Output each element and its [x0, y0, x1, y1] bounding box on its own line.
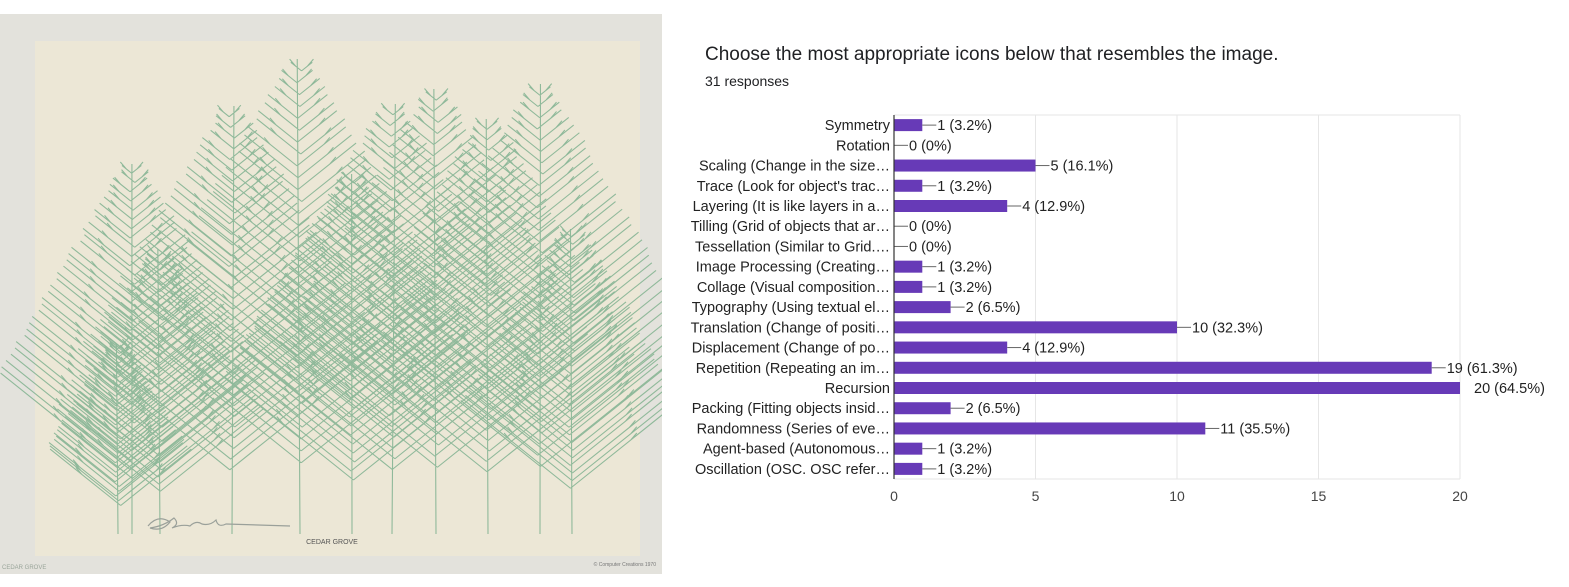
category-label: Layering (It is like layers in a…	[693, 199, 890, 215]
bar	[894, 462, 923, 475]
x-tick-label: 20	[1452, 488, 1468, 504]
data-label: 2 (6.5%)	[966, 401, 1021, 417]
data-label: 1 (3.2%)	[937, 179, 992, 195]
category-label: Collage (Visual composition…	[697, 280, 890, 296]
fern-foliage-illustration	[0, 58, 662, 535]
data-label: 11 (35.5%)	[1220, 421, 1290, 437]
bar	[894, 200, 1008, 212]
bar	[894, 442, 923, 455]
horizontal-bar-chart: 0 5 10 15 20 Symmetry 1 (3.2%) Rotation 0 (0%) Sc…	[691, 114, 1545, 504]
artwork-caption: CEDAR GROVE	[306, 539, 358, 546]
fern-stem	[48, 337, 192, 535]
data-label: 1 (3.2%)	[937, 118, 992, 134]
bar	[894, 260, 923, 273]
category-label: Symmetry	[825, 118, 891, 134]
category-label: Randomness (Series of eve…	[697, 421, 890, 437]
bar	[894, 179, 923, 192]
bar	[894, 321, 1177, 334]
category-label: Translation (Change of positi…	[691, 320, 890, 336]
chart-panel: Choose the most appropriate icons below …	[662, 0, 1569, 587]
category-label: Scaling (Change in the size…	[699, 159, 890, 175]
data-label: 2 (6.5%)	[966, 300, 1021, 316]
fern-stem	[339, 117, 635, 535]
data-label: 4 (12.9%)	[1022, 199, 1085, 215]
category-label: Typography (Using textual el…	[692, 300, 890, 316]
bar	[894, 341, 1008, 354]
category-label: Image Processing (Creating…	[696, 260, 890, 276]
artist-signature	[147, 517, 291, 530]
bar	[894, 301, 951, 314]
bar	[894, 422, 1206, 435]
category-label: Repetition (Repeating an im…	[696, 361, 890, 377]
category-label: Packing (Fitting objects insid…	[692, 401, 890, 417]
x-tick-label: 15	[1311, 488, 1327, 504]
category-label: Rotation	[836, 138, 890, 154]
artwork-copyright: © Computer Creations 1970	[594, 561, 657, 568]
x-tick-label: 0	[890, 488, 898, 504]
category-label: Tessellation (Similar to Grid.…	[695, 239, 890, 255]
bar	[894, 280, 923, 293]
response-count: 31 responses	[705, 73, 790, 89]
artwork-side-label: CEDAR GROVE	[2, 565, 46, 571]
fern-stem	[239, 102, 545, 535]
data-label: 4 (12.9%)	[1022, 341, 1085, 357]
category-label: Displacement (Change of po…	[692, 341, 890, 357]
category-label: Trace (Look for object's trac…	[697, 179, 890, 195]
data-label: 20 (64.5%)	[1474, 381, 1545, 397]
data-label: 0 (0%)	[909, 219, 952, 235]
bar	[894, 361, 1432, 374]
data-label: 1 (3.2%)	[937, 442, 992, 458]
data-label: 1 (3.2%)	[937, 260, 992, 276]
bar	[894, 382, 1460, 394]
bar	[894, 119, 923, 132]
category-label: Oscillation (OSC. OSC refer…	[695, 462, 890, 478]
x-tick-label: 5	[1032, 488, 1040, 504]
data-label: 1 (3.2%)	[937, 462, 992, 478]
fern-stem	[460, 225, 662, 535]
question-title: Choose the most appropriate icons below …	[705, 44, 1279, 65]
data-label: 0 (0%)	[909, 239, 952, 255]
category-label: Agent-based (Autonomous…	[703, 442, 890, 458]
data-label: 10 (32.3%)	[1192, 320, 1263, 336]
x-tick-label: 10	[1169, 488, 1185, 504]
bar	[894, 159, 1036, 172]
cedar-grove-artwork: CEDAR GROVE CEDAR GROVE © Computer Creat…	[0, 14, 662, 574]
category-label: Tilling (Grid of objects that ar…	[691, 219, 890, 235]
bar	[894, 402, 951, 415]
data-label: 5 (16.1%)	[1051, 159, 1114, 175]
data-label: 19 (61.3%)	[1447, 361, 1518, 377]
data-label: 0 (0%)	[909, 138, 952, 154]
category-label: Recursion	[825, 381, 890, 397]
data-label: 1 (3.2%)	[937, 280, 992, 296]
